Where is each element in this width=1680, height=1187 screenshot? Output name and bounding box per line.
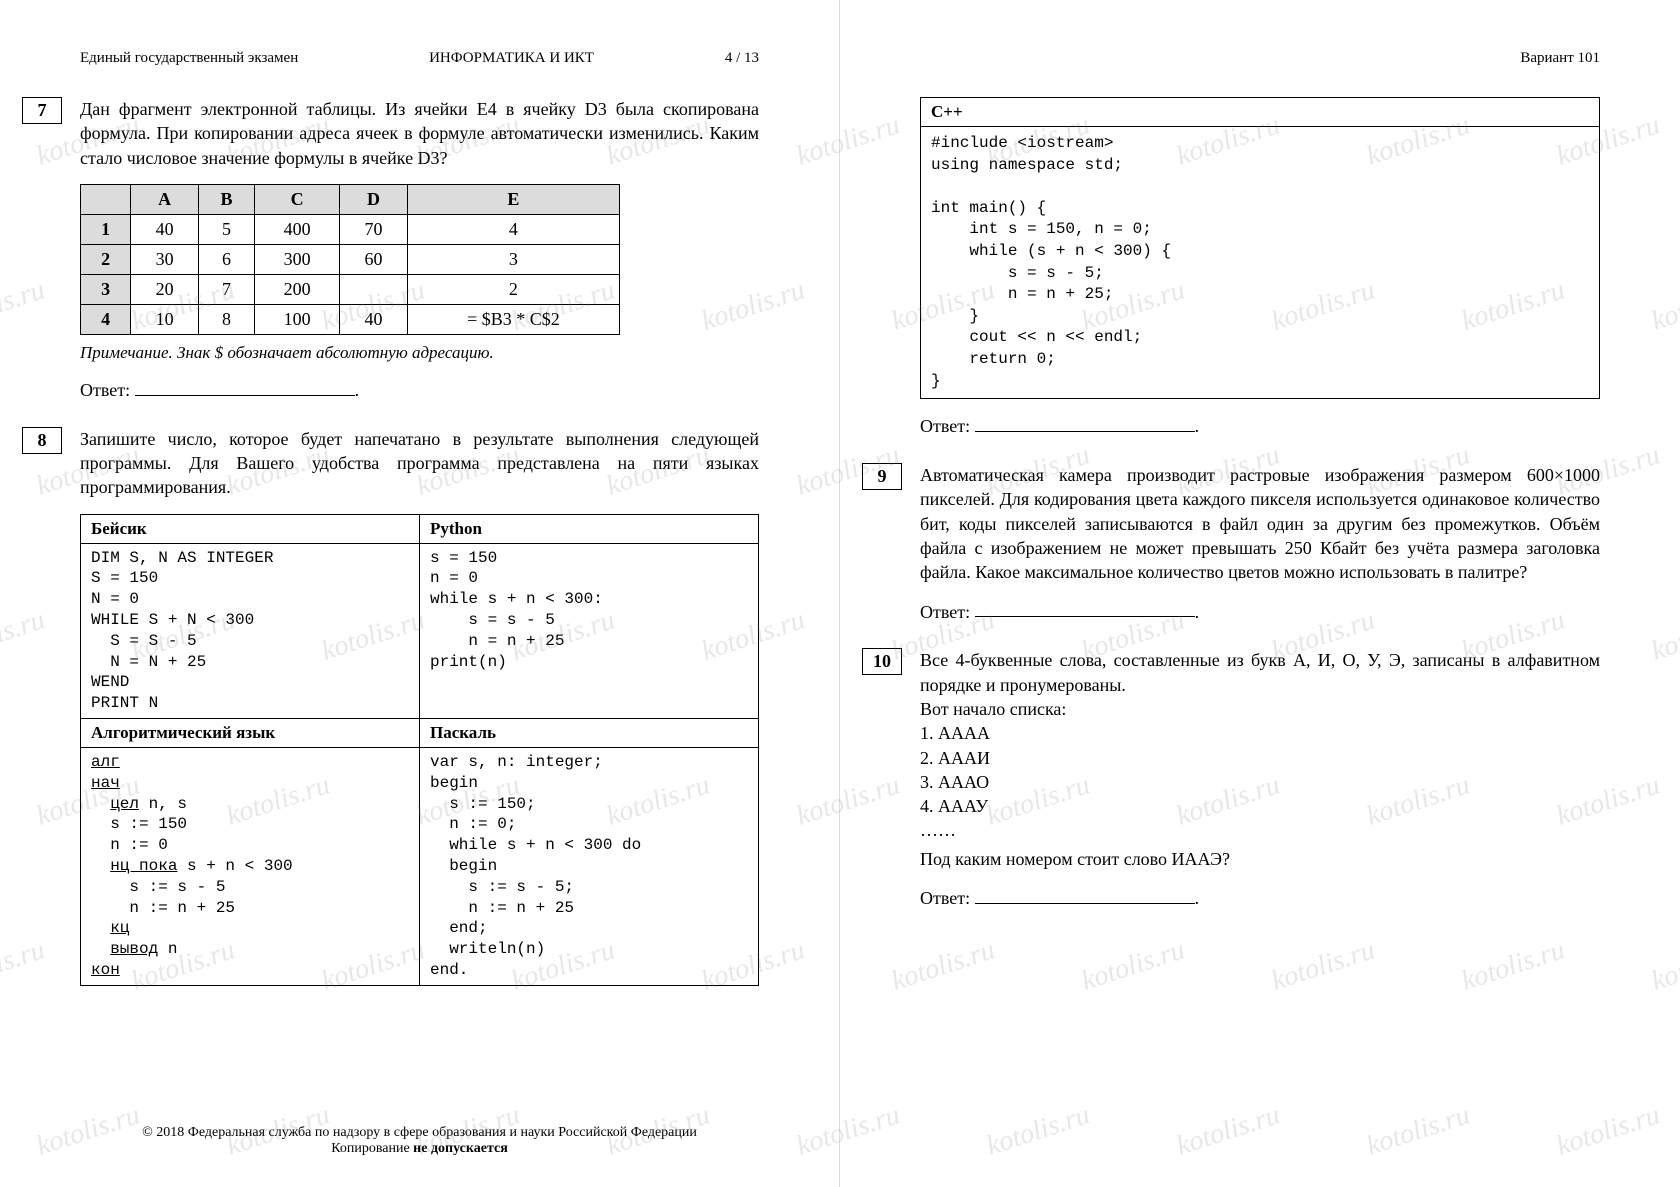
question-number-9: 9 [862, 463, 902, 490]
header-right: 4 / 13 [725, 50, 759, 67]
cpp-box: C++ #include <iostream> using namespace … [920, 97, 1600, 399]
cell: 20 [131, 274, 199, 304]
question-9-text: Автоматическая камера производит растров… [920, 463, 1600, 584]
right-page: Вариант 101 C++ #include <iostream> usin… [840, 0, 1680, 1187]
q10-item: 1. АААА [920, 721, 1600, 745]
cell: 200 [255, 274, 340, 304]
answer-label: Ответ: [920, 416, 970, 436]
cell: 400 [255, 214, 340, 244]
footer-line1: © 2018 Федеральная служба по надзору в с… [0, 1125, 839, 1141]
q10-intro: Все 4-буквенные слова, составленные из б… [920, 648, 1600, 697]
footer-line2a: Копирование [331, 1141, 413, 1156]
lang-pascal: Паскаль [420, 719, 759, 748]
row-3: 3 [81, 274, 131, 304]
q10-sub: Вот начало списка: [920, 697, 1600, 721]
cell: 3 [407, 244, 619, 274]
q7-answer-line: Ответ: . [80, 377, 759, 401]
code-basic: DIM S, N AS INTEGER S = 150 N = 0 WHILE … [91, 548, 409, 714]
left-header: Единый государственный экзамен ИНФОРМАТИ… [80, 50, 759, 67]
question-10-body: Все 4-буквенные слова, составленные из б… [920, 648, 1600, 871]
code-table: Бейсик Python DIM S, N AS INTEGER S = 15… [80, 514, 759, 986]
cell: 10 [131, 304, 199, 334]
header-left: Единый государственный экзамен [80, 50, 298, 67]
q10-item: …… [920, 818, 1600, 842]
cell: 60 [340, 244, 408, 274]
cell: 4 [407, 214, 619, 244]
q8-answer-line: Ответ: . [920, 413, 1600, 437]
cpp-code: #include <iostream> using namespace std;… [921, 127, 1599, 398]
col-blank [81, 184, 131, 214]
code-python: s = 150 n = 0 while s + n < 300: s = s -… [430, 548, 748, 673]
col-e: E [407, 184, 619, 214]
lang-python: Python [420, 514, 759, 543]
cell: 2 [407, 274, 619, 304]
cell: 100 [255, 304, 340, 334]
left-footer: © 2018 Федеральная служба по надзору в с… [0, 1125, 839, 1157]
note-label: Примечание [80, 343, 169, 362]
row-4: 4 [81, 304, 131, 334]
cell: 7 [198, 274, 254, 304]
answer-label: Ответ: [920, 888, 970, 908]
cpp-title: C++ [921, 98, 1599, 127]
answer-blank[interactable] [135, 377, 355, 396]
lang-basic: Бейсик [81, 514, 420, 543]
header-center: ИНФОРМАТИКА И ИКТ [429, 50, 594, 67]
cell: 40 [340, 304, 408, 334]
cell: 30 [131, 244, 199, 274]
code-alg: алг нач цел n, s s := 150 n := 0 нц пока… [91, 752, 409, 981]
code-pascal: var s, n: integer; begin s := 150; n := … [430, 752, 748, 981]
answer-blank[interactable] [975, 885, 1195, 904]
answer-label: Ответ: [80, 380, 130, 400]
cell: = $B3 * C$2 [407, 304, 619, 334]
row-2: 2 [81, 244, 131, 274]
cell [340, 274, 408, 304]
col-c: C [255, 184, 340, 214]
answer-blank[interactable] [975, 599, 1195, 618]
cell: 8 [198, 304, 254, 334]
q9-answer-line: Ответ: . [920, 599, 1600, 623]
q10-tail: Под каким номером стоит слово ИААЭ? [920, 847, 1600, 871]
q7-note: Примечание. Знак $ обозначает абсолютную… [80, 343, 759, 363]
footer-line2b: не допускается [413, 1141, 508, 1156]
left-page: Единый государственный экзамен ИНФОРМАТИ… [0, 0, 840, 1187]
cell: 70 [340, 214, 408, 244]
question-number-8: 8 [22, 427, 62, 454]
q10-item: 3. АААО [920, 770, 1600, 794]
q10-answer-line: Ответ: . [920, 885, 1600, 909]
q10-item: 4. АААУ [920, 794, 1600, 818]
lang-alg: Алгоритмический язык [81, 719, 420, 748]
right-header: Вариант 101 [920, 50, 1600, 67]
answer-label: Ответ: [920, 601, 970, 621]
cell: 40 [131, 214, 199, 244]
note-text: . Знак $ обозначает абсолютную адресацию… [169, 343, 494, 362]
question-7-text: Дан фрагмент электронной таблицы. Из яче… [80, 97, 759, 170]
cell: 6 [198, 244, 254, 274]
cell: 5 [198, 214, 254, 244]
row-1: 1 [81, 214, 131, 244]
question-8-text: Запишите число, которое будет напечатано… [80, 427, 759, 500]
col-b: B [198, 184, 254, 214]
cell: 300 [255, 244, 340, 274]
question-number-7: 7 [22, 97, 62, 124]
col-d: D [340, 184, 408, 214]
question-number-10: 10 [862, 648, 902, 675]
q10-item: 2. АААИ [920, 746, 1600, 770]
col-a: A [131, 184, 199, 214]
spreadsheet-table: A B C D E 1 40 5 400 70 4 2 30 6 300 60 … [80, 184, 620, 335]
answer-blank[interactable] [975, 413, 1195, 432]
